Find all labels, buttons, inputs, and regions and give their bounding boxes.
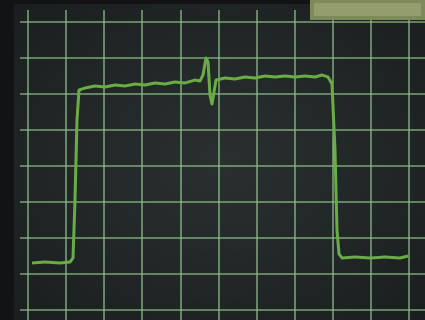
graticule <box>20 10 425 320</box>
device-label-panel <box>314 3 421 16</box>
signal-trace <box>31 56 409 265</box>
